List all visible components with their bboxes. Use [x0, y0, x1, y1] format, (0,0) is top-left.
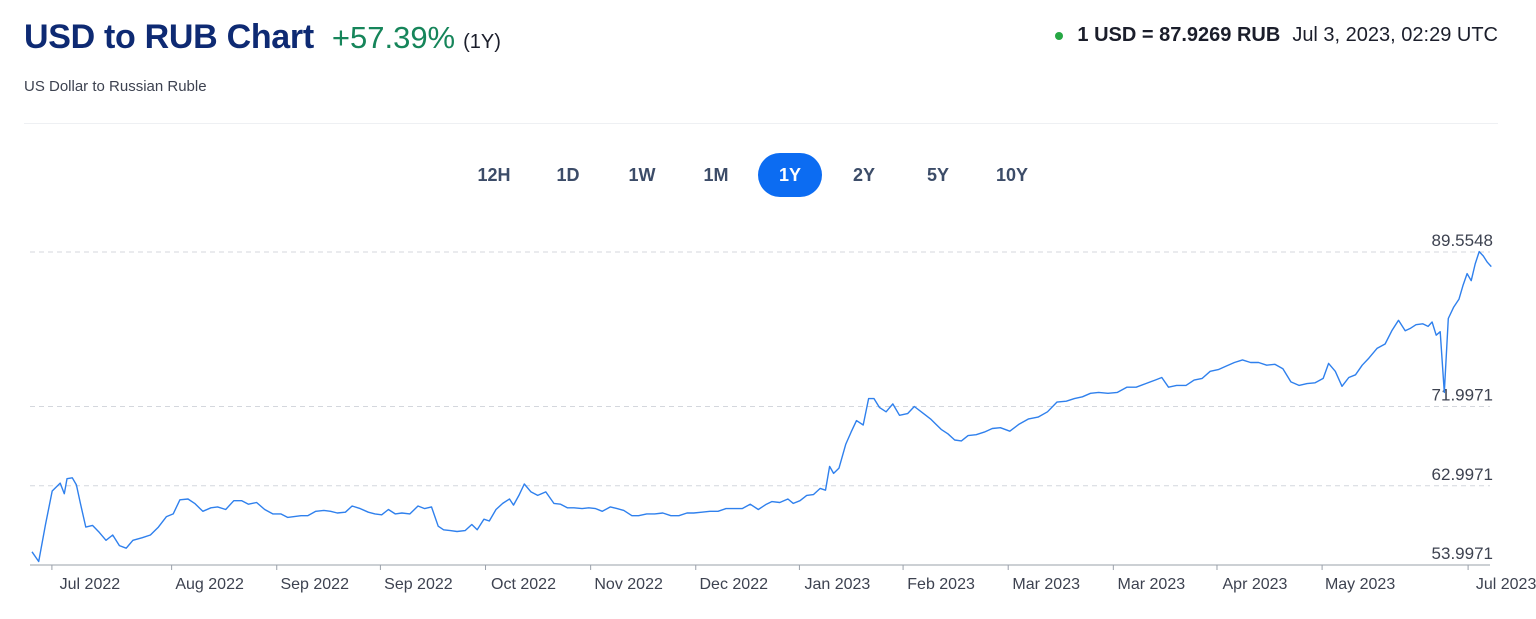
x-tick-label: Feb 2023 — [907, 576, 975, 593]
x-tick-label: Mar 2023 — [1118, 576, 1186, 593]
range-button-1y[interactable]: 1Y — [758, 153, 822, 197]
rate-timestamp: Jul 3, 2023, 02:29 UTC — [1292, 24, 1498, 46]
title-row: USD to RUB Chart +57.39% (1Y) — [24, 18, 501, 57]
x-tick-label: Jan 2023 — [804, 576, 870, 593]
series-line-usd-rub — [31, 250, 1492, 563]
change-period: (1Y) — [463, 31, 501, 53]
x-tick-label: Oct 2022 — [491, 576, 556, 593]
chart-title: USD to RUB Chart — [24, 18, 314, 56]
y-tick-label: 62.9971 — [1432, 465, 1493, 484]
range-button-1w[interactable]: 1W — [628, 164, 656, 185]
percent-change: +57.39% — [331, 20, 456, 55]
x-tick-label: Dec 2022 — [700, 576, 769, 593]
range-button-12h[interactable]: 12H — [477, 164, 511, 185]
x-tick-label: May 2023 — [1325, 576, 1395, 593]
range-button-1d[interactable]: 1D — [556, 164, 580, 185]
header-divider — [24, 123, 1498, 124]
rate-value: 1 USD = 87.9269 RUB — [1077, 24, 1281, 46]
x-tick-label: Sep 2022 — [280, 576, 349, 593]
x-tick-label: Nov 2022 — [594, 576, 663, 593]
live-rate: 1 USD = 87.9269 RUB Jul 3, 2023, 02:29 U… — [1055, 24, 1498, 47]
x-tick-label: Apr 2023 — [1223, 576, 1288, 593]
time-range-selector: 12H 1D 1W 1M 1Y 2Y 5Y 10Y — [462, 153, 1054, 197]
range-button-5y[interactable]: 5Y — [926, 164, 950, 185]
chart-subtitle: US Dollar to Russian Ruble — [24, 78, 207, 95]
y-tick-label: 89.5548 — [1432, 231, 1493, 250]
range-button-2y[interactable]: 2Y — [852, 164, 876, 185]
x-tick-label: Jul 2023 — [1476, 576, 1536, 593]
range-button-1m[interactable]: 1M — [703, 164, 729, 185]
chart-header: USD to RUB Chart +57.39% (1Y) US Dollar … — [0, 0, 1536, 124]
range-button-10y[interactable]: 10Y — [995, 164, 1029, 185]
y-tick-label: 71.9971 — [1432, 386, 1493, 405]
x-tick-label: Mar 2023 — [1012, 576, 1080, 593]
y-tick-label: 53.9971 — [1432, 544, 1493, 563]
live-status-icon — [1055, 31, 1064, 40]
x-tick-label: Jul 2022 — [60, 576, 121, 593]
x-tick-label: Sep 2022 — [384, 576, 453, 593]
x-tick-label: Aug 2022 — [175, 576, 244, 593]
